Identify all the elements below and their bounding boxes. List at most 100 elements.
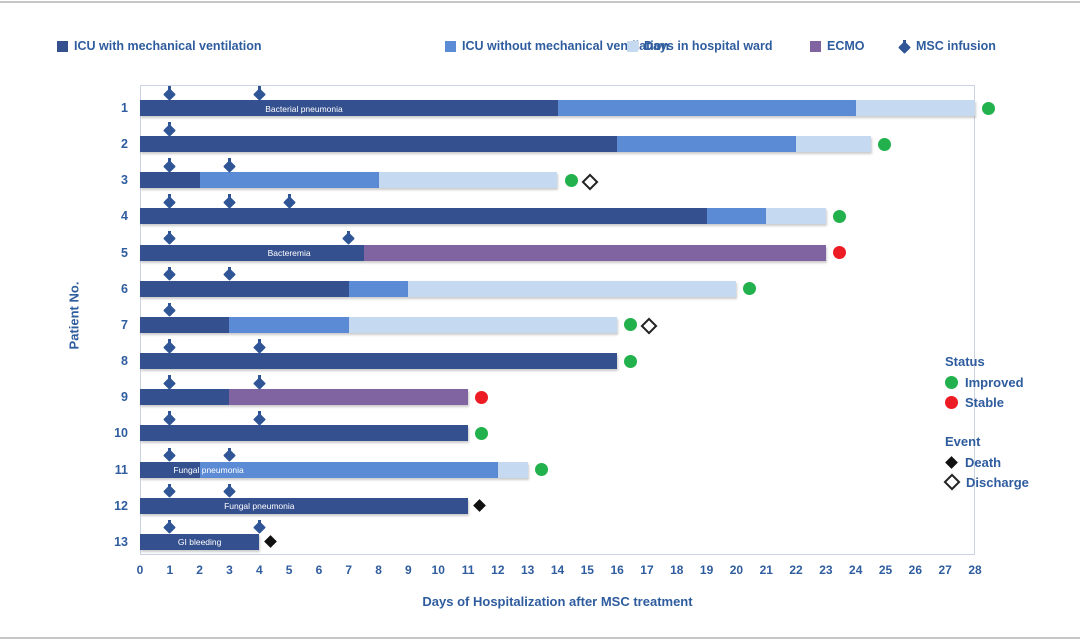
legend-item-msc: MSC infusion (897, 39, 996, 54)
msc-marker-head (163, 413, 177, 426)
patient-row-label: 2 (121, 137, 128, 152)
x-tick-label: 14 (550, 563, 565, 577)
ecmo-swatch (810, 40, 821, 52)
bar-segment-icu_mv (140, 316, 230, 333)
patient-row-label: 9 (121, 390, 128, 405)
x-tick-label: 24 (849, 563, 863, 577)
msc-infusion-icon (223, 194, 236, 209)
bar-segment-icu_no_mv (557, 100, 856, 116)
msc-infusion-icon (342, 230, 356, 245)
msc-marker-head (163, 232, 177, 245)
top-divider (0, 1, 1080, 3)
bar-segment-ward (348, 316, 618, 333)
bar-segment-icu_no_mv (348, 280, 409, 297)
ward-swatch (627, 40, 638, 52)
msc-marker-head (282, 196, 296, 209)
status-dot-stable (475, 390, 489, 404)
x-tick-label: 27 (938, 563, 952, 577)
msc-infusion-icon (252, 339, 266, 354)
status-dot-improved (624, 318, 638, 332)
bar-segment-icu_mv (140, 208, 707, 225)
bar-segment-icu_no_mv (617, 136, 797, 153)
x-axis-title: Days of Hospitalization after MSC treatm… (422, 594, 693, 609)
improved-dot-icon (945, 375, 958, 389)
status-dot-stable (832, 246, 846, 260)
msc-marker-head (223, 268, 236, 282)
status-legend: Status Improved Stable (945, 354, 1024, 412)
legend-label: ICU without mechanical ventilation (462, 39, 669, 53)
patient-row-label: 7 (121, 317, 128, 332)
x-tick-label: 8 (375, 563, 382, 577)
bar-segment-ecmo (363, 244, 826, 261)
death-diamond-icon (945, 455, 958, 469)
msc-marker-head (223, 485, 236, 499)
x-tick-label: 4 (255, 563, 263, 577)
x-tick-label: 12 (491, 563, 505, 577)
icu_no_mv-swatch (445, 40, 456, 52)
msc-infusion-icon (163, 411, 177, 426)
msc-infusion-icon (223, 447, 236, 462)
status-dot-improved (624, 354, 638, 368)
patient-row-label: 10 (114, 426, 128, 441)
status-item-label: Improved (965, 374, 1024, 390)
icu_mv-swatch (57, 40, 68, 52)
bottom-divider (0, 637, 1080, 639)
status-legend-items: Improved Stable (945, 372, 1024, 412)
status-dot-improved (564, 173, 578, 187)
legend-item-icu_mv: ICU with mechanical ventilation (57, 39, 262, 53)
x-tick-label: 9 (405, 563, 412, 577)
status-legend-item-stable: Stable (945, 392, 1024, 412)
bar-segment-icu_mv (140, 136, 618, 153)
msc-infusion-icon (163, 86, 177, 101)
msc-marker-head (163, 340, 177, 354)
bar-segment-icu_mv (140, 100, 558, 116)
status-dot-improved (877, 137, 891, 151)
status-dot-improved (982, 101, 995, 115)
patient-row-label: 1 (121, 101, 128, 115)
msc-infusion-icon (163, 339, 177, 354)
msc-marker-head (252, 340, 266, 354)
y-axis-title: Patient No. (66, 281, 82, 350)
x-tick-label: 23 (819, 563, 833, 577)
msc-marker-head (342, 232, 356, 245)
msc-infusion-icon (163, 266, 177, 282)
x-tick-label: 19 (699, 563, 714, 577)
bar-segment-ward (766, 208, 826, 225)
bar-segment-ward (497, 461, 528, 478)
msc-marker-head (252, 413, 266, 426)
msc-marker-head (223, 159, 236, 173)
bar-segment-ward (855, 100, 975, 116)
event-legend-items: Death Discharge (943, 452, 1029, 492)
x-tick-label: 28 (968, 563, 982, 577)
x-tick-label: 7 (345, 563, 353, 577)
msc-marker-head (163, 123, 177, 137)
patient-row-label: 11 (114, 462, 128, 477)
msc-infusion-icon (897, 39, 911, 54)
msc-marker-head (163, 159, 177, 173)
msc-marker-head (163, 485, 177, 499)
patient-row-label: 12 (114, 498, 128, 513)
patient-row-label: 8 (121, 354, 128, 369)
legend-label: ECMO (827, 39, 865, 53)
event-item-label: Discharge (966, 474, 1029, 490)
msc-infusion-icon (163, 122, 177, 137)
msc-infusion-icon (252, 519, 266, 535)
legend-item-ecmo: ECMO (810, 39, 865, 53)
x-tick-label: 18 (670, 563, 684, 577)
msc-infusion-icon (163, 230, 177, 245)
x-tick-label: 1 (166, 563, 174, 577)
x-tick-label: 3 (226, 563, 233, 577)
bar-segment-icu_no_mv (199, 461, 498, 478)
legend-item-ward: Days in hospital ward (627, 39, 773, 53)
msc-marker-head (163, 268, 177, 282)
msc-infusion-icon (223, 266, 236, 282)
bar-segment-icu_mv (140, 461, 200, 478)
msc-infusion-icon (163, 158, 177, 173)
msc-infusion-icon (163, 194, 177, 209)
x-tick-label: 22 (789, 563, 803, 577)
x-tick-label: 13 (520, 563, 535, 577)
msc-marker-head (163, 376, 177, 390)
bar-segment-icu_mv (140, 497, 469, 514)
stable-dot-icon (945, 395, 958, 409)
bar-segment-ward (796, 136, 871, 153)
